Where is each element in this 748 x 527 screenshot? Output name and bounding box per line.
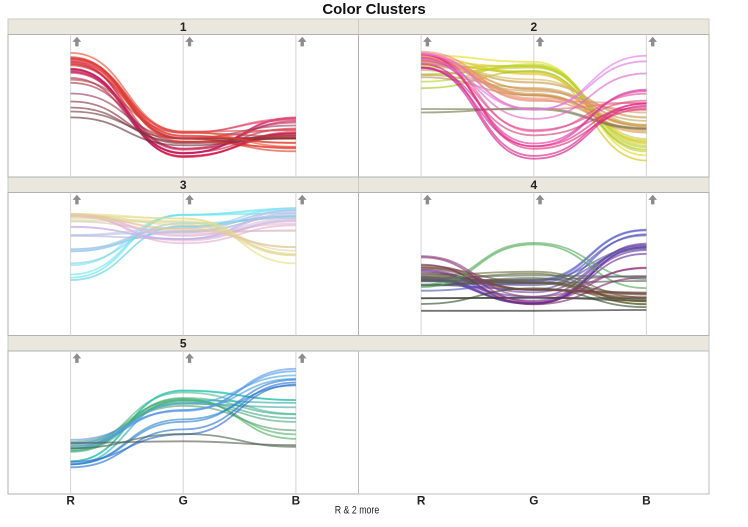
svg-text:B: B: [642, 494, 651, 508]
svg-text:R & 2 more: R & 2 more: [335, 505, 380, 517]
svg-text:G: G: [529, 494, 538, 508]
svg-text:4: 4: [530, 178, 537, 192]
svg-text:5: 5: [180, 337, 187, 351]
svg-text:Color Clusters: Color Clusters: [322, 1, 425, 18]
svg-text:1: 1: [180, 20, 187, 34]
svg-text:G: G: [179, 494, 188, 508]
svg-text:2: 2: [530, 20, 537, 34]
svg-text:R: R: [417, 494, 426, 508]
svg-text:B: B: [292, 494, 301, 508]
svg-text:R: R: [66, 494, 75, 508]
svg-text:3: 3: [180, 178, 187, 192]
